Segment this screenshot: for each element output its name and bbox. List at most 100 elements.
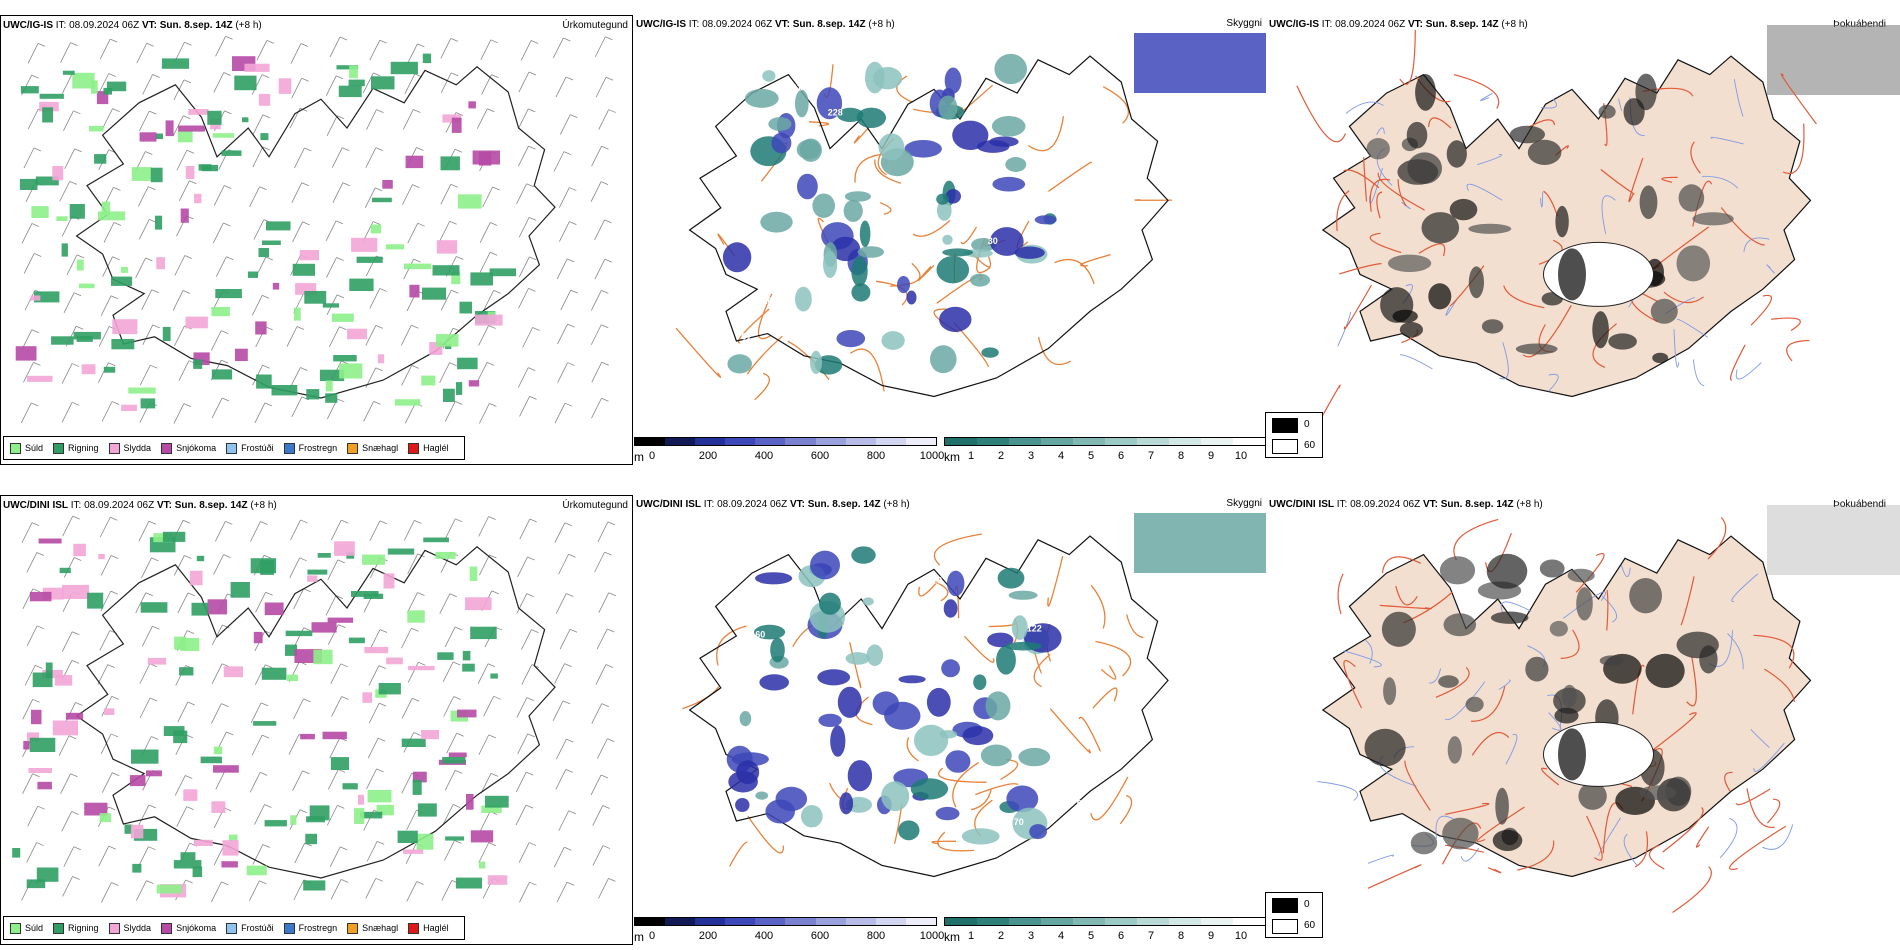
wind-barb <box>100 295 119 316</box>
it-label: IT: <box>1321 19 1333 30</box>
fog-cell <box>1410 831 1438 855</box>
road <box>853 126 870 144</box>
river <box>1429 668 1442 684</box>
river <box>1710 136 1744 145</box>
wind-barb <box>516 183 534 204</box>
visibility-panel-bottom: UWC/DINI ISL IT: 08.09.2024 06Z VT: Sun.… <box>634 495 1266 945</box>
road <box>1296 85 1347 143</box>
visibility-value-label: 150 <box>1094 358 1109 368</box>
precip-cell <box>311 622 337 633</box>
visibility-cell <box>952 120 989 150</box>
precip-cell <box>347 328 368 340</box>
visibility-cell <box>801 805 823 828</box>
wind-barb <box>403 109 421 130</box>
visibility-tick: 8 <box>1177 930 1185 942</box>
precip-cell <box>459 301 472 314</box>
precip-cell <box>99 813 112 823</box>
precip-cell <box>250 558 276 574</box>
road <box>1736 788 1771 806</box>
wind-barb <box>439 220 457 242</box>
precip-cell <box>387 548 415 555</box>
precip-cell <box>432 265 460 276</box>
precip-cell <box>278 78 292 94</box>
precip-cell <box>62 584 90 599</box>
wind-barb <box>177 701 195 723</box>
precip-cell <box>213 765 239 773</box>
wind-barb <box>255 256 274 278</box>
precip-cell <box>211 307 230 317</box>
precip-cell <box>36 867 59 882</box>
fog-panel-bottom: UWC/DINI ISL IT: 08.09.2024 06Z VT: Sun.… <box>1267 495 1900 945</box>
it-label: IT: <box>703 499 715 510</box>
precip-panel-bottom: UWC/DINI ISL IT: 08.09.2024 06Z VT: Sun.… <box>0 495 633 945</box>
visibility-tick: 5 <box>1087 930 1095 942</box>
it-value: 08.09.2024 06Z <box>1335 19 1406 30</box>
wind-barb <box>595 36 613 57</box>
fog-cell <box>1438 675 1459 688</box>
road <box>1470 686 1506 722</box>
model-name: UWC/IG-IS <box>3 20 53 31</box>
wind-barb <box>329 846 348 868</box>
precip-cell <box>194 193 202 204</box>
road <box>1575 553 1605 593</box>
visibility-cell <box>996 645 1016 675</box>
visibility-panel-top: UWC/IG-IS IT: 08.09.2024 06Z VT: Sun. 8.… <box>634 15 1266 465</box>
legend-label: Súld <box>25 443 44 453</box>
wind-barb <box>27 42 46 64</box>
visibility-cell <box>830 725 846 757</box>
precip-cell <box>451 117 462 133</box>
precip-cell <box>121 404 137 411</box>
wind-barb <box>363 401 381 422</box>
precip-cell <box>69 204 85 219</box>
wind-barb <box>407 661 426 683</box>
visibility-cell <box>914 724 949 756</box>
panel-header: UWC/IG-IS IT: 08.09.2024 06Z VT: Sun. 8.… <box>3 20 262 31</box>
precip-cell <box>435 334 459 347</box>
legend-label: Rigning <box>68 923 99 933</box>
visibility-cell <box>878 133 905 161</box>
road <box>1336 190 1350 231</box>
wind-barb <box>22 773 40 794</box>
wind-barb <box>176 149 195 171</box>
wind-barb <box>60 42 78 63</box>
precip-cell <box>131 749 159 764</box>
road <box>747 815 784 854</box>
wind-barb <box>406 881 424 902</box>
visibility-value-label: 30 <box>988 236 998 246</box>
wind-barb <box>250 702 269 724</box>
wind-barb <box>173 403 192 424</box>
wind-barb <box>176 806 194 827</box>
wind-barb <box>478 516 496 537</box>
precip-cell <box>98 211 126 221</box>
river <box>1701 175 1739 189</box>
road <box>963 635 995 663</box>
wind-barb <box>518 256 537 278</box>
road <box>1376 191 1383 219</box>
river <box>1466 183 1503 201</box>
visibility-cell <box>754 624 786 640</box>
visibility-tick: 6 <box>1117 450 1125 462</box>
visibility-cell <box>926 687 951 717</box>
visibility-value-label: 11 <box>792 83 802 93</box>
road <box>682 686 720 710</box>
precip-cell <box>94 154 107 164</box>
precip-cell <box>132 863 142 873</box>
precip-cell <box>481 805 502 813</box>
road <box>1766 798 1781 824</box>
river <box>1444 681 1486 721</box>
lead-time: (+8 h) <box>1516 499 1543 510</box>
precip-cell <box>304 291 327 304</box>
road <box>1782 123 1805 175</box>
wind-barb <box>251 734 270 756</box>
legend-swatch <box>226 922 238 934</box>
precip-cell <box>421 375 436 386</box>
visibility-cell <box>944 67 962 94</box>
wind-barb <box>142 74 160 95</box>
visibility-cell <box>843 199 863 222</box>
wind-barb <box>61 401 80 423</box>
visibility-cell <box>797 173 818 200</box>
wind-barb <box>555 769 573 790</box>
river <box>1399 354 1433 370</box>
precip-cell <box>469 566 478 581</box>
lead-time: (+8 h) <box>235 20 262 31</box>
